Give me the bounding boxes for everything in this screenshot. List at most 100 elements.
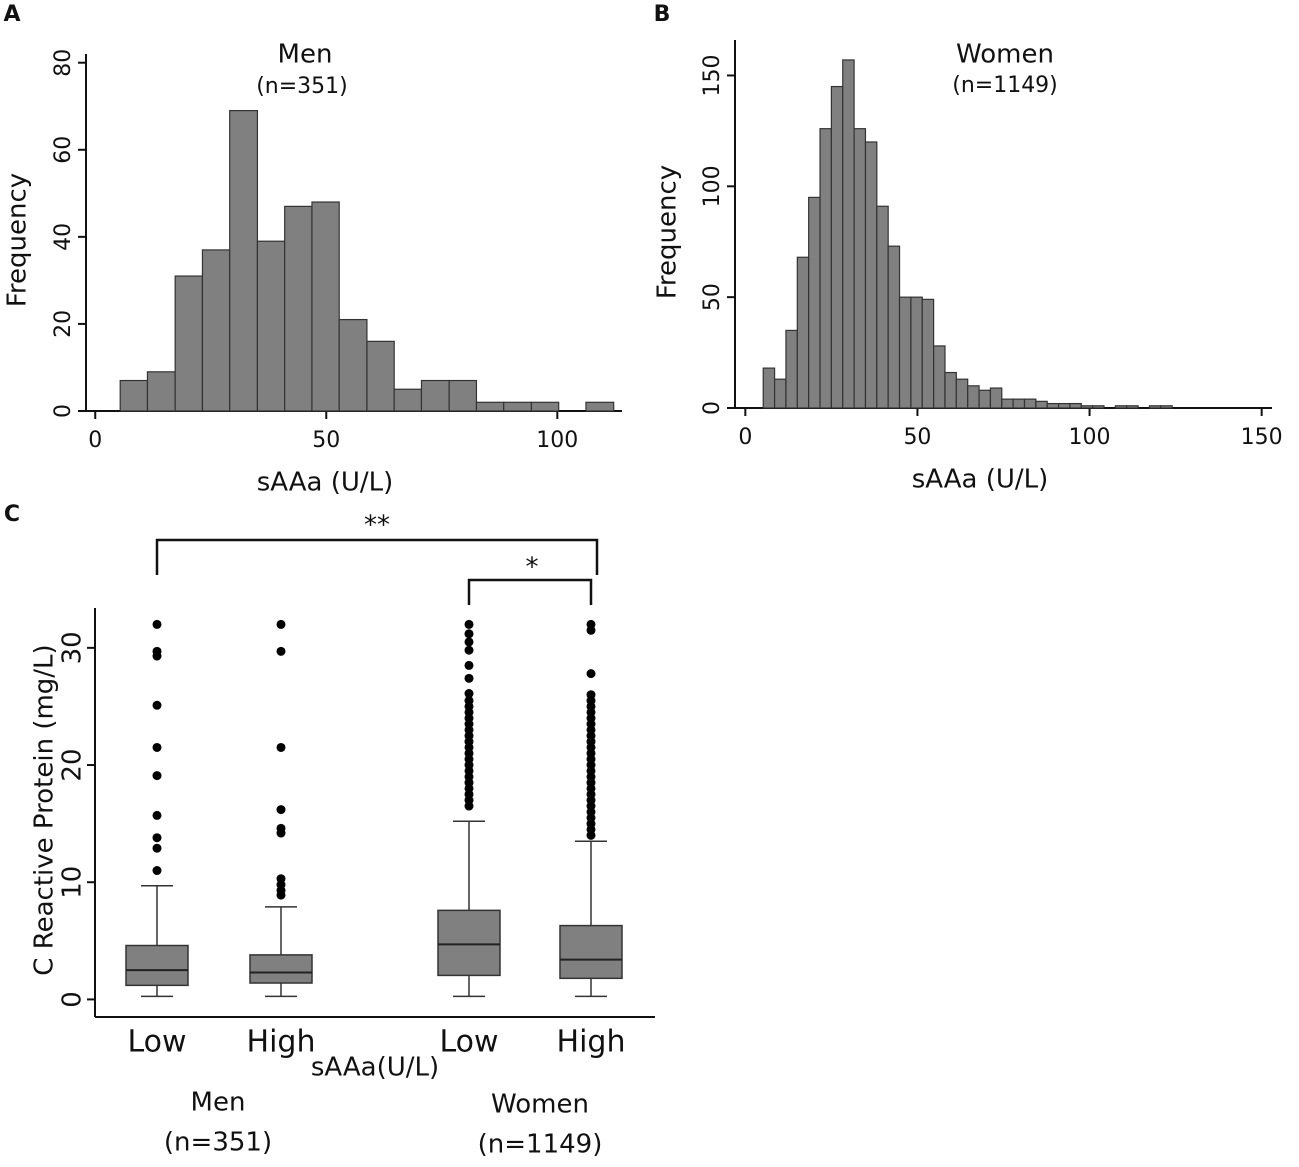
x-axis-label: sAAa(U/L) <box>311 1053 439 1083</box>
bar <box>887 245 901 409</box>
outlier <box>276 742 286 752</box>
outlier <box>464 660 474 670</box>
bar <box>1001 398 1014 409</box>
bar <box>898 296 912 409</box>
bar <box>119 379 149 412</box>
bar <box>796 256 810 409</box>
x-axis-label: sAAa (U/L) <box>257 468 394 498</box>
bar <box>366 340 395 412</box>
bar <box>1080 405 1094 409</box>
bar <box>530 401 560 412</box>
bar <box>1023 398 1037 409</box>
bar <box>229 109 259 412</box>
bar <box>201 249 231 412</box>
x-tick-label: High <box>557 1025 626 1060</box>
outlier <box>152 742 162 752</box>
x-tick-label: 100 <box>1069 425 1111 450</box>
outlier <box>152 866 162 876</box>
bar <box>876 205 889 409</box>
outlier <box>586 830 596 840</box>
bar <box>1092 405 1105 409</box>
panel-label: B <box>654 2 671 27</box>
bar <box>1114 405 1128 409</box>
bar <box>338 318 368 412</box>
bar <box>475 401 505 412</box>
x-axis-label: sAAa (U/L) <box>912 465 1049 495</box>
bar <box>420 379 450 412</box>
outlier <box>276 828 286 838</box>
bar <box>989 387 1003 409</box>
outlier <box>276 646 286 656</box>
y-tick-label: 150 <box>700 54 725 96</box>
bar <box>284 205 313 412</box>
significance-label: ** <box>364 511 390 541</box>
x-tick-label: 100 <box>536 428 578 453</box>
significance-label: * <box>526 553 539 583</box>
outlier <box>464 645 474 655</box>
box <box>559 924 623 980</box>
y-tick-label: 50 <box>700 283 725 311</box>
y-tick-label: 100 <box>700 165 725 207</box>
outlier <box>152 833 162 843</box>
outlier <box>276 805 286 815</box>
bar <box>1057 402 1071 409</box>
bar <box>830 85 844 409</box>
panel-label: A <box>3 2 20 27</box>
bar <box>910 296 923 409</box>
outlier <box>586 625 596 635</box>
bar <box>1069 402 1082 409</box>
outlier <box>464 689 474 699</box>
significance-bracket <box>467 578 593 605</box>
outlier <box>152 651 162 661</box>
bar <box>955 378 969 409</box>
outlier <box>464 637 474 647</box>
bar <box>1035 400 1048 409</box>
bar <box>256 240 286 412</box>
bar <box>762 367 776 409</box>
outlier <box>152 810 162 820</box>
y-tick-label: 0 <box>58 991 88 1008</box>
bar <box>933 345 946 409</box>
bar <box>1160 405 1173 409</box>
y-tick-label: 20 <box>58 748 88 781</box>
y-axis-label: Frequency <box>3 173 33 307</box>
x-tick-label: 0 <box>738 425 752 450</box>
box <box>249 954 313 984</box>
bar <box>1126 405 1139 409</box>
y-axis-label: Frequency <box>653 165 683 299</box>
group-n: (n=351) <box>164 1128 272 1158</box>
bar <box>393 388 423 412</box>
outlier <box>152 700 162 710</box>
bar <box>785 329 798 409</box>
bar <box>773 378 787 409</box>
significance-bracket <box>155 538 599 575</box>
group-n: (n=1149) <box>478 1130 603 1160</box>
y-tick-label: 30 <box>58 631 88 664</box>
bar <box>808 196 821 409</box>
bar <box>1148 405 1162 409</box>
y-tick-label: 20 <box>51 310 76 338</box>
y-tick-label: 0 <box>51 404 76 418</box>
bar <box>146 371 176 412</box>
x-tick-label: 50 <box>903 425 931 450</box>
box <box>125 944 189 987</box>
bar <box>944 371 957 409</box>
group-label: Men <box>191 1088 246 1118</box>
bar <box>1012 398 1026 409</box>
bar <box>311 201 340 412</box>
outlier <box>276 619 286 629</box>
bar <box>1046 402 1060 409</box>
outlier <box>152 771 162 781</box>
chart-title: Men <box>278 40 333 70</box>
x-tick-label: 150 <box>1241 425 1283 450</box>
chart-title: Women <box>956 40 1054 70</box>
y-tick-label: 0 <box>700 401 725 415</box>
x-tick-label: 0 <box>88 428 102 453</box>
outlier <box>276 890 286 900</box>
bar <box>503 401 533 412</box>
x-tick-label: Low <box>127 1025 186 1060</box>
bar <box>853 128 867 409</box>
chart-subtitle: (n=351) <box>256 74 348 99</box>
bar <box>819 128 832 409</box>
